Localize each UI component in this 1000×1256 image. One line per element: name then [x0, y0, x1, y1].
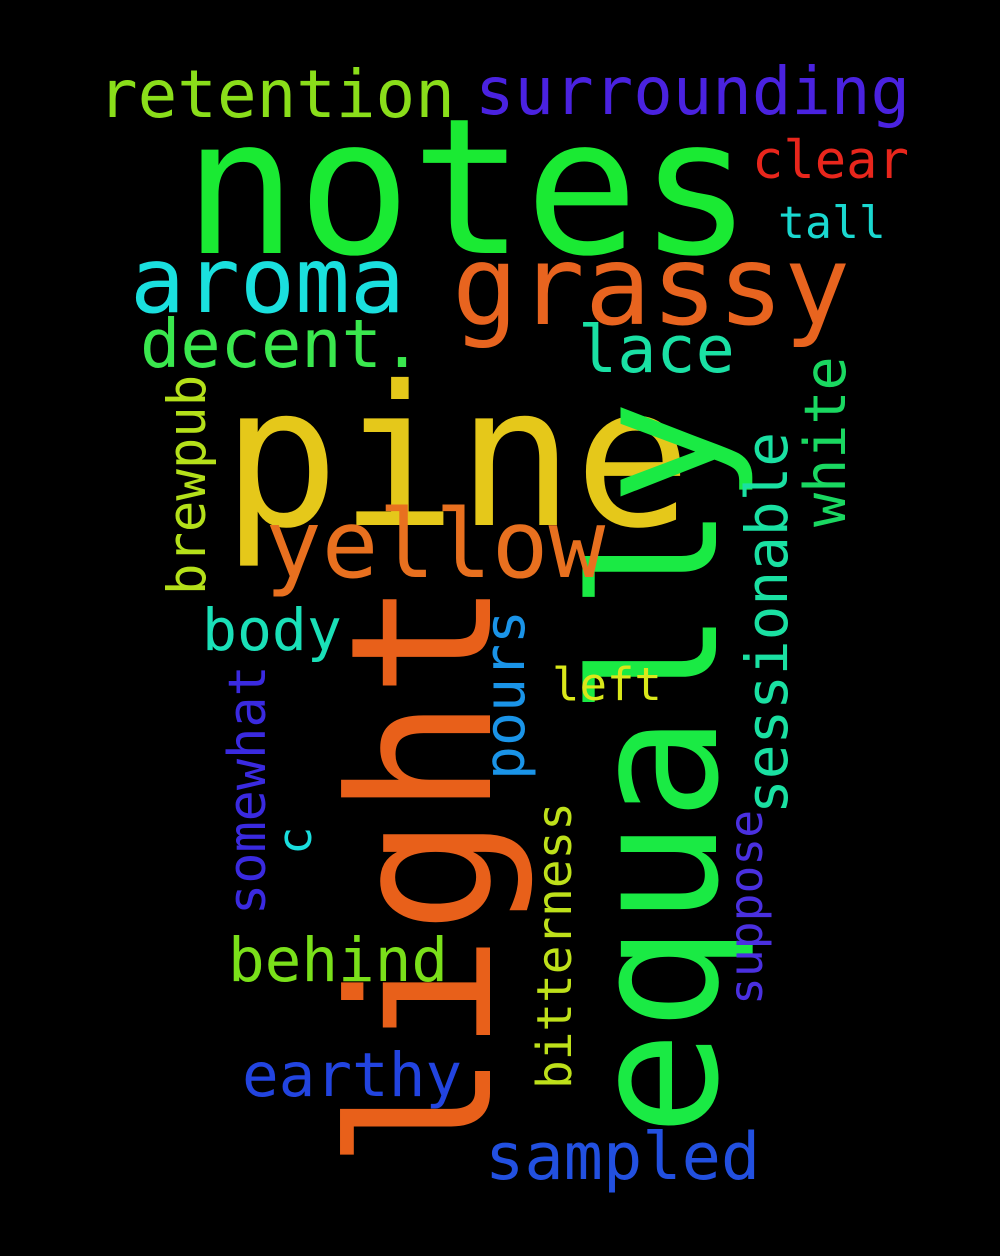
word-notes: notes — [183, 77, 753, 298]
word-pine: pine — [222, 343, 692, 571]
word-behind: behind — [228, 924, 449, 996]
word-brewpub: brewpub — [157, 374, 218, 595]
word-sampled: sampled — [485, 1119, 761, 1195]
word-tall: tall — [778, 195, 886, 249]
word-body: body — [202, 595, 342, 664]
word-earthy: earthy — [242, 1039, 463, 1111]
word-grassy: grassy — [452, 222, 851, 350]
word-sessionable: sessionable — [732, 431, 801, 814]
word-aroma: aroma — [130, 226, 406, 334]
word-yellow: yellow — [265, 491, 606, 600]
word-suppose: suppose — [719, 809, 773, 1005]
word-c: c — [268, 826, 323, 855]
word-retention: retention — [98, 56, 455, 133]
word-pours: pours — [472, 610, 538, 780]
word-clear: clear — [752, 130, 909, 191]
word-left: left — [552, 658, 662, 711]
word-surrounding: surrounding — [475, 53, 911, 130]
word-lace: lace — [578, 312, 735, 388]
word-bitterness: bitterness — [528, 802, 583, 1089]
word-somewhat: somewhat — [218, 665, 278, 915]
word-white: white — [792, 355, 859, 527]
word-decent: decent. — [140, 304, 423, 383]
